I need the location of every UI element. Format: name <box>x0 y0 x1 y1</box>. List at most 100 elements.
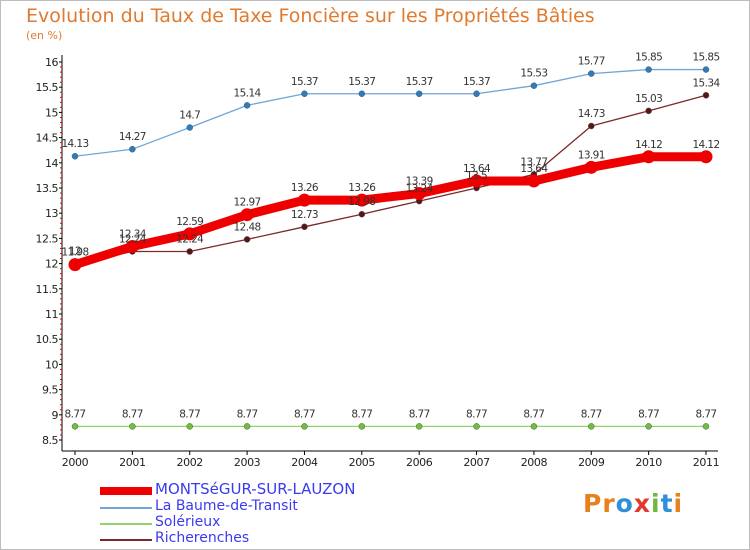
legend-label-richerenches: Richerenches <box>155 530 250 546</box>
data-point-solerieux <box>530 423 538 430</box>
legend-swatch-la-baume <box>100 507 152 509</box>
data-label-richerenches: 14.73 <box>578 108 605 120</box>
data-point-la-baume <box>129 145 136 153</box>
logo-letter: t <box>660 489 674 518</box>
data-point-richerenches <box>358 210 366 218</box>
data-label-montsegur: 12.34 <box>119 228 147 240</box>
data-label-montsegur: 14.12 <box>635 139 662 151</box>
data-label-solerieux: 8.77 <box>237 408 258 420</box>
data-label-richerenches: 12.24 <box>176 234 204 246</box>
data-label-solerieux: 8.77 <box>122 408 143 420</box>
y-tick-label: 10.5 <box>36 333 59 346</box>
y-tick-label: 11.5 <box>36 283 59 296</box>
data-label-montsegur: 14.12 <box>692 139 719 151</box>
data-label-la-baume: 15.85 <box>635 52 662 64</box>
data-point-montsegur <box>297 193 311 207</box>
data-point-montsegur <box>470 174 484 188</box>
data-label-la-baume: 15.37 <box>463 76 490 88</box>
data-label-la-baume: 15.14 <box>234 87 262 99</box>
data-label-richerenches: 12.48 <box>234 221 261 233</box>
y-tick-label: 8.5 <box>42 434 58 447</box>
data-label-montsegur: 11.98 <box>61 247 88 259</box>
y-tick-label: 15 <box>45 106 58 119</box>
y-tick-label: 10 <box>45 358 58 371</box>
y-tick-label: 15.5 <box>36 81 59 94</box>
data-point-solerieux <box>301 423 308 430</box>
legend-label-la-baume: La Baume-de-Transit <box>155 498 298 514</box>
data-label-solerieux: 8.77 <box>523 408 544 420</box>
data-label-la-baume: 15.53 <box>520 68 547 80</box>
data-point-la-baume <box>530 82 538 89</box>
data-label-montsegur: 12.97 <box>234 197 261 209</box>
series-line-montsegur <box>70 152 711 270</box>
x-tick-label: 2003 <box>234 456 261 469</box>
x-tick-label: 2006 <box>406 456 433 469</box>
data-point-la-baume <box>415 90 423 98</box>
legend-label-montsegur: MONTSéGUR-SUR-LAUZON <box>155 480 356 498</box>
data-point-la-baume <box>358 90 366 98</box>
y-tick-label: 14 <box>45 157 58 170</box>
logo-letter: o <box>615 489 634 518</box>
data-label-richerenches: 15.34 <box>692 77 720 89</box>
data-label-la-baume: 15.37 <box>291 76 318 88</box>
data-point-la-baume <box>702 66 710 73</box>
data-point-montsegur <box>527 174 541 188</box>
logo-letter: x <box>633 489 651 518</box>
data-label-richerenches: 12.24 <box>119 234 147 246</box>
logo-letter: P <box>583 489 603 518</box>
x-tick-label: 2005 <box>349 456 376 469</box>
data-point-montsegur <box>240 208 254 222</box>
data-point-la-baume <box>301 90 308 98</box>
data-point-montsegur <box>183 227 197 241</box>
logo-letter: i <box>651 489 661 518</box>
y-tick-label: 13.5 <box>36 182 59 195</box>
data-point-solerieux <box>415 423 423 430</box>
y-tick-label: 11 <box>45 308 58 321</box>
proxiti-logo: Proxiti <box>583 489 683 518</box>
data-label-richerenches: 15.03 <box>635 93 662 105</box>
data-point-la-baume <box>186 124 193 131</box>
data-point-richerenches <box>702 92 710 99</box>
data-label-la-baume: 14.27 <box>119 131 146 143</box>
data-point-solerieux <box>71 423 79 430</box>
data-point-solerieux <box>186 423 193 430</box>
data-label-solerieux: 8.77 <box>581 408 602 420</box>
data-point-la-baume <box>645 66 652 73</box>
data-point-solerieux <box>588 423 595 430</box>
data-label-la-baume: 14.7 <box>179 110 200 122</box>
data-label-solerieux: 8.77 <box>696 408 717 420</box>
y-tick-label: 9.5 <box>42 384 58 397</box>
data-label-la-baume: 15.37 <box>348 76 375 88</box>
data-point-la-baume <box>588 70 595 77</box>
data-point-montsegur <box>125 239 139 253</box>
chart-unit-label: (en %) <box>26 29 63 42</box>
data-label-solerieux: 8.77 <box>351 408 372 420</box>
data-label-richerenches: 12.98 <box>348 196 375 208</box>
y-tick-label: 13 <box>45 207 58 220</box>
data-label-richerenches: 13.77 <box>520 156 547 168</box>
data-label-richerenches: 12 <box>69 246 81 258</box>
data-point-richerenches <box>243 236 251 243</box>
x-tick-label: 2011 <box>693 456 719 469</box>
data-point-la-baume <box>473 90 480 98</box>
legend-swatch-richerenches <box>100 539 152 541</box>
data-point-montsegur <box>584 160 598 174</box>
data-label-la-baume: 15.85 <box>692 52 719 64</box>
data-label-montsegur: 13.64 <box>463 163 491 175</box>
y-tick-label: 16 <box>45 56 58 69</box>
x-tick-label: 2007 <box>463 456 490 469</box>
data-point-solerieux <box>645 423 652 430</box>
data-label-la-baume: 14.13 <box>61 138 88 150</box>
data-point-montsegur <box>642 150 656 164</box>
data-point-solerieux <box>702 423 710 430</box>
data-label-richerenches: 12.73 <box>291 209 318 221</box>
series-line-richerenches <box>74 94 707 265</box>
logo-letter: i <box>673 489 684 518</box>
data-label-montsegur: 13.26 <box>348 182 376 194</box>
legend-label-solerieux: Solérieux <box>155 514 221 530</box>
data-label-montsegur: 13.91 <box>578 149 605 161</box>
data-point-solerieux <box>358 423 366 430</box>
data-point-montsegur <box>412 187 426 201</box>
data-point-solerieux <box>243 423 251 430</box>
